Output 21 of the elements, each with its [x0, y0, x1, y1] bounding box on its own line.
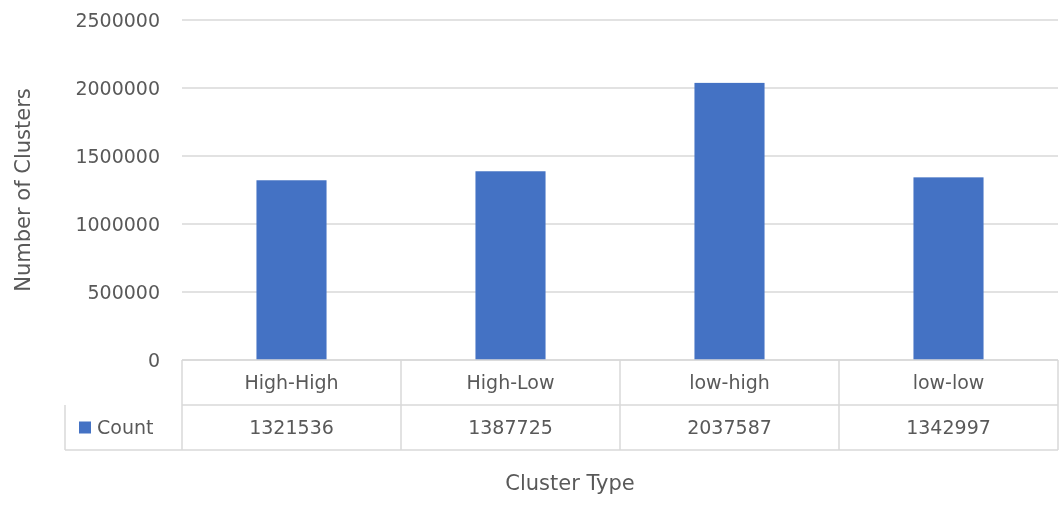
bar: [694, 82, 765, 360]
x-axis-title: Cluster Type: [505, 471, 635, 495]
data-label: 2037587: [687, 416, 772, 439]
x-tick-label: low-low: [912, 371, 985, 394]
x-tick-label: low-high: [689, 371, 770, 394]
legend-label: Count: [97, 416, 154, 439]
bar: [256, 180, 327, 360]
data-label: 1342997: [906, 416, 991, 439]
data-label: 1387725: [468, 416, 553, 439]
y-tick-label: 500000: [87, 280, 160, 303]
bar: [475, 171, 546, 360]
y-tick-label: 0: [147, 348, 160, 371]
x-tick-label: High-High: [244, 371, 339, 394]
y-tick-label: 1000000: [75, 212, 160, 235]
y-tick-label: 2000000: [75, 76, 160, 99]
y-tick-label: 2500000: [75, 8, 160, 31]
y-axis-title: Number of Clusters: [11, 88, 35, 292]
data-label: 1321536: [249, 416, 334, 439]
bar: [913, 177, 984, 360]
y-tick-label: 1500000: [75, 144, 160, 167]
x-tick-label: High-Low: [466, 371, 555, 394]
